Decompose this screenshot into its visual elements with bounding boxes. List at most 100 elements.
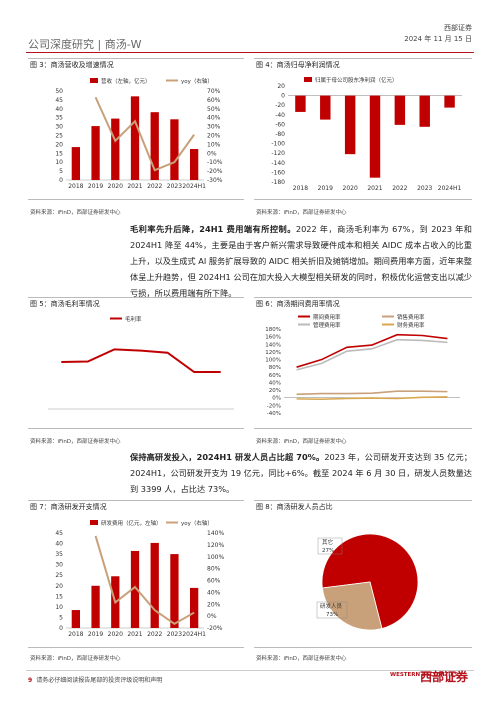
fig4-xtick: 2020 (343, 185, 358, 192)
fig7-xtick: 2019 (88, 631, 103, 638)
fig7-bar (91, 585, 100, 628)
fig5-line (61, 348, 221, 374)
fig4-legend-swatch (304, 77, 312, 82)
fig3-legend-label: 营收（左轴，亿元） (101, 77, 151, 85)
fig6-ytick: 140% (265, 342, 281, 348)
fig6-frame (254, 297, 472, 429)
fig4-ytick: -160 (271, 169, 285, 176)
fig3-ytick: 30 (55, 124, 63, 131)
fig6-line (296, 396, 448, 401)
fig3-ytick: 10 (55, 159, 63, 166)
fig3-ytick: 45 (55, 97, 63, 104)
fig3-y2tick: 50% (207, 106, 221, 113)
fig3-xtick: 2023 (167, 183, 182, 190)
paragraph-2-text: 2023 年，公司研发开支达到 35 亿元；2024H1，公司研发开支为 19 … (130, 452, 472, 494)
fig3-xtick: 2022 (147, 183, 162, 190)
fig6-ytick: 40% (269, 380, 281, 386)
fig7-y2tick: 120% (207, 542, 224, 549)
fig6-title: 图 6：商汤期间费用率情况 (256, 300, 340, 308)
fig8-label-value: 27% (322, 548, 334, 554)
fig3-bar (130, 96, 140, 180)
fig4-chart: 20 0 -20 -40 -60 -80 -100 -120 -140 -160 -180 2018 2… (271, 76, 462, 192)
paragraph-1: 毛利率先升后降，24H1 费用端有所控制。2022 年，商汤毛利率为 67%，到… (130, 221, 472, 301)
fig4-source: 资料来源：iFinD，西部证券研发中心 (256, 210, 347, 216)
page-number: 9 (28, 677, 33, 684)
fig4-ytick: -40 (275, 112, 285, 119)
fig3-y2tick: -20% (207, 168, 223, 175)
fig8-source: 资料来源：iFinD，西部证券研发中心 (256, 656, 347, 662)
fig7-ytick: 40 (55, 541, 63, 548)
fig7-legend-swatch (90, 520, 98, 525)
fig4-ytick: -60 (275, 121, 285, 128)
fig7-xtick: 2024H1 (182, 631, 206, 638)
header-brand: 西部证券 (444, 24, 472, 32)
fig6-source: 资料来源：iFinD，西部证券研发中心 (256, 439, 347, 445)
paragraph-2: 保持高研发投入，2024H1 研发人员占比超 70%。2023 年，公司研发开支… (130, 449, 472, 497)
fig7-y2tick: -20% (207, 625, 223, 632)
fig7-ytick: 20 (55, 583, 63, 590)
fig4-ytick: -100 (271, 141, 285, 148)
fig3-bar (71, 147, 80, 180)
fig4-ytick: 0 (281, 93, 285, 100)
fig3-xtick: 2018 (68, 183, 83, 190)
fig4-xtick: 2024H1 (438, 185, 462, 192)
fig7-bar (190, 587, 199, 628)
fig8-chart: 研发人员 73% 其它 27% (316, 533, 419, 631)
paragraph-2-bold: 保持高研发投入，2024H1 研发人员占比超 70%。 (130, 452, 325, 462)
fig6-line (296, 338, 448, 371)
fig6-legend-label: 财务费用率 (397, 321, 425, 329)
fig3-bar (170, 119, 179, 180)
fig3-y2tick: 0% (207, 150, 217, 157)
header-date: 2024 年 11 月 15 日 (404, 35, 472, 43)
fig7-bar (170, 554, 179, 628)
fig4-bar (419, 95, 430, 127)
footer-disclaimer: 9 请务必仔细阅读报告尾部的投资评级说明和声明 (28, 675, 162, 684)
fig7-bar (130, 550, 140, 628)
fig7-bar (150, 542, 159, 628)
fig3-ytick: 5 (59, 168, 63, 175)
fig5-title: 图 5：商汤毛利率情况 (30, 300, 100, 308)
fig6-ytick: 0% (272, 396, 281, 402)
fig3-yoy-line (94, 96, 195, 172)
fig7-ytick: 10 (55, 604, 63, 611)
footer-text: 请务必仔细阅读报告尾部的投资评级说明和声明 (36, 677, 163, 684)
fig4-ytick: 20 (277, 83, 285, 90)
fig6-legend-label: 管理费用率 (313, 321, 341, 329)
fig3-xtick: 2024H1 (182, 183, 206, 190)
header-doc-title: 公司深度研究 | 商汤-W (28, 38, 142, 51)
fig5-frame (28, 297, 244, 429)
fig8-label-name: 研发人员 (320, 602, 343, 610)
fig3-y2tick: 30% (207, 124, 221, 131)
fig8-slice (321, 533, 419, 629)
fig7-yoy-line (94, 535, 195, 626)
fig4-xtick: 2022 (392, 185, 407, 192)
fig3-bar (150, 112, 159, 180)
fig3-ytick: 20 (55, 141, 63, 148)
fig7-source: 资料来源：iFinD，西部证券研发中心 (30, 656, 121, 662)
fig4-bar (369, 95, 381, 178)
fig3-y2tick: -10% (207, 159, 223, 166)
header-meta: 西部证券 2024 年 11 月 15 日 (404, 23, 472, 45)
paragraph-1-text: 2022 年，商汤毛利率为 67%，到 2023 年和 2024H1 降至 44… (130, 224, 472, 298)
fig4-ytick: -80 (275, 131, 285, 138)
fig3-y2tick: 20% (207, 133, 221, 140)
fig3-bar (111, 118, 120, 180)
fig3-ytick: 40 (55, 106, 63, 113)
fig7-ytick: 0 (59, 625, 63, 632)
fig6-legend-label: 期间费用率 (313, 313, 341, 321)
fig3-ytick: 35 (55, 115, 63, 122)
fig3-y2tick: 60% (207, 97, 221, 104)
fig3-y2tick: 70% (207, 88, 221, 95)
fig4-bar (444, 95, 455, 108)
fig4-ytick: -120 (271, 150, 285, 157)
fig6-ytick: -20% (267, 403, 281, 409)
fig7-ytick: 5 (59, 614, 63, 621)
fig6-ytick: 20% (269, 388, 281, 394)
fig3-source: 资料来源：iFinD，西部证券研发中心 (30, 210, 121, 216)
fig7-y2tick: 80% (207, 566, 221, 573)
fig3-xtick: 2019 (88, 183, 103, 190)
fig7-legend-label: yoy（右轴） (181, 519, 213, 527)
fig4-ytick: -140 (271, 160, 285, 167)
fig4-frame (254, 58, 472, 200)
